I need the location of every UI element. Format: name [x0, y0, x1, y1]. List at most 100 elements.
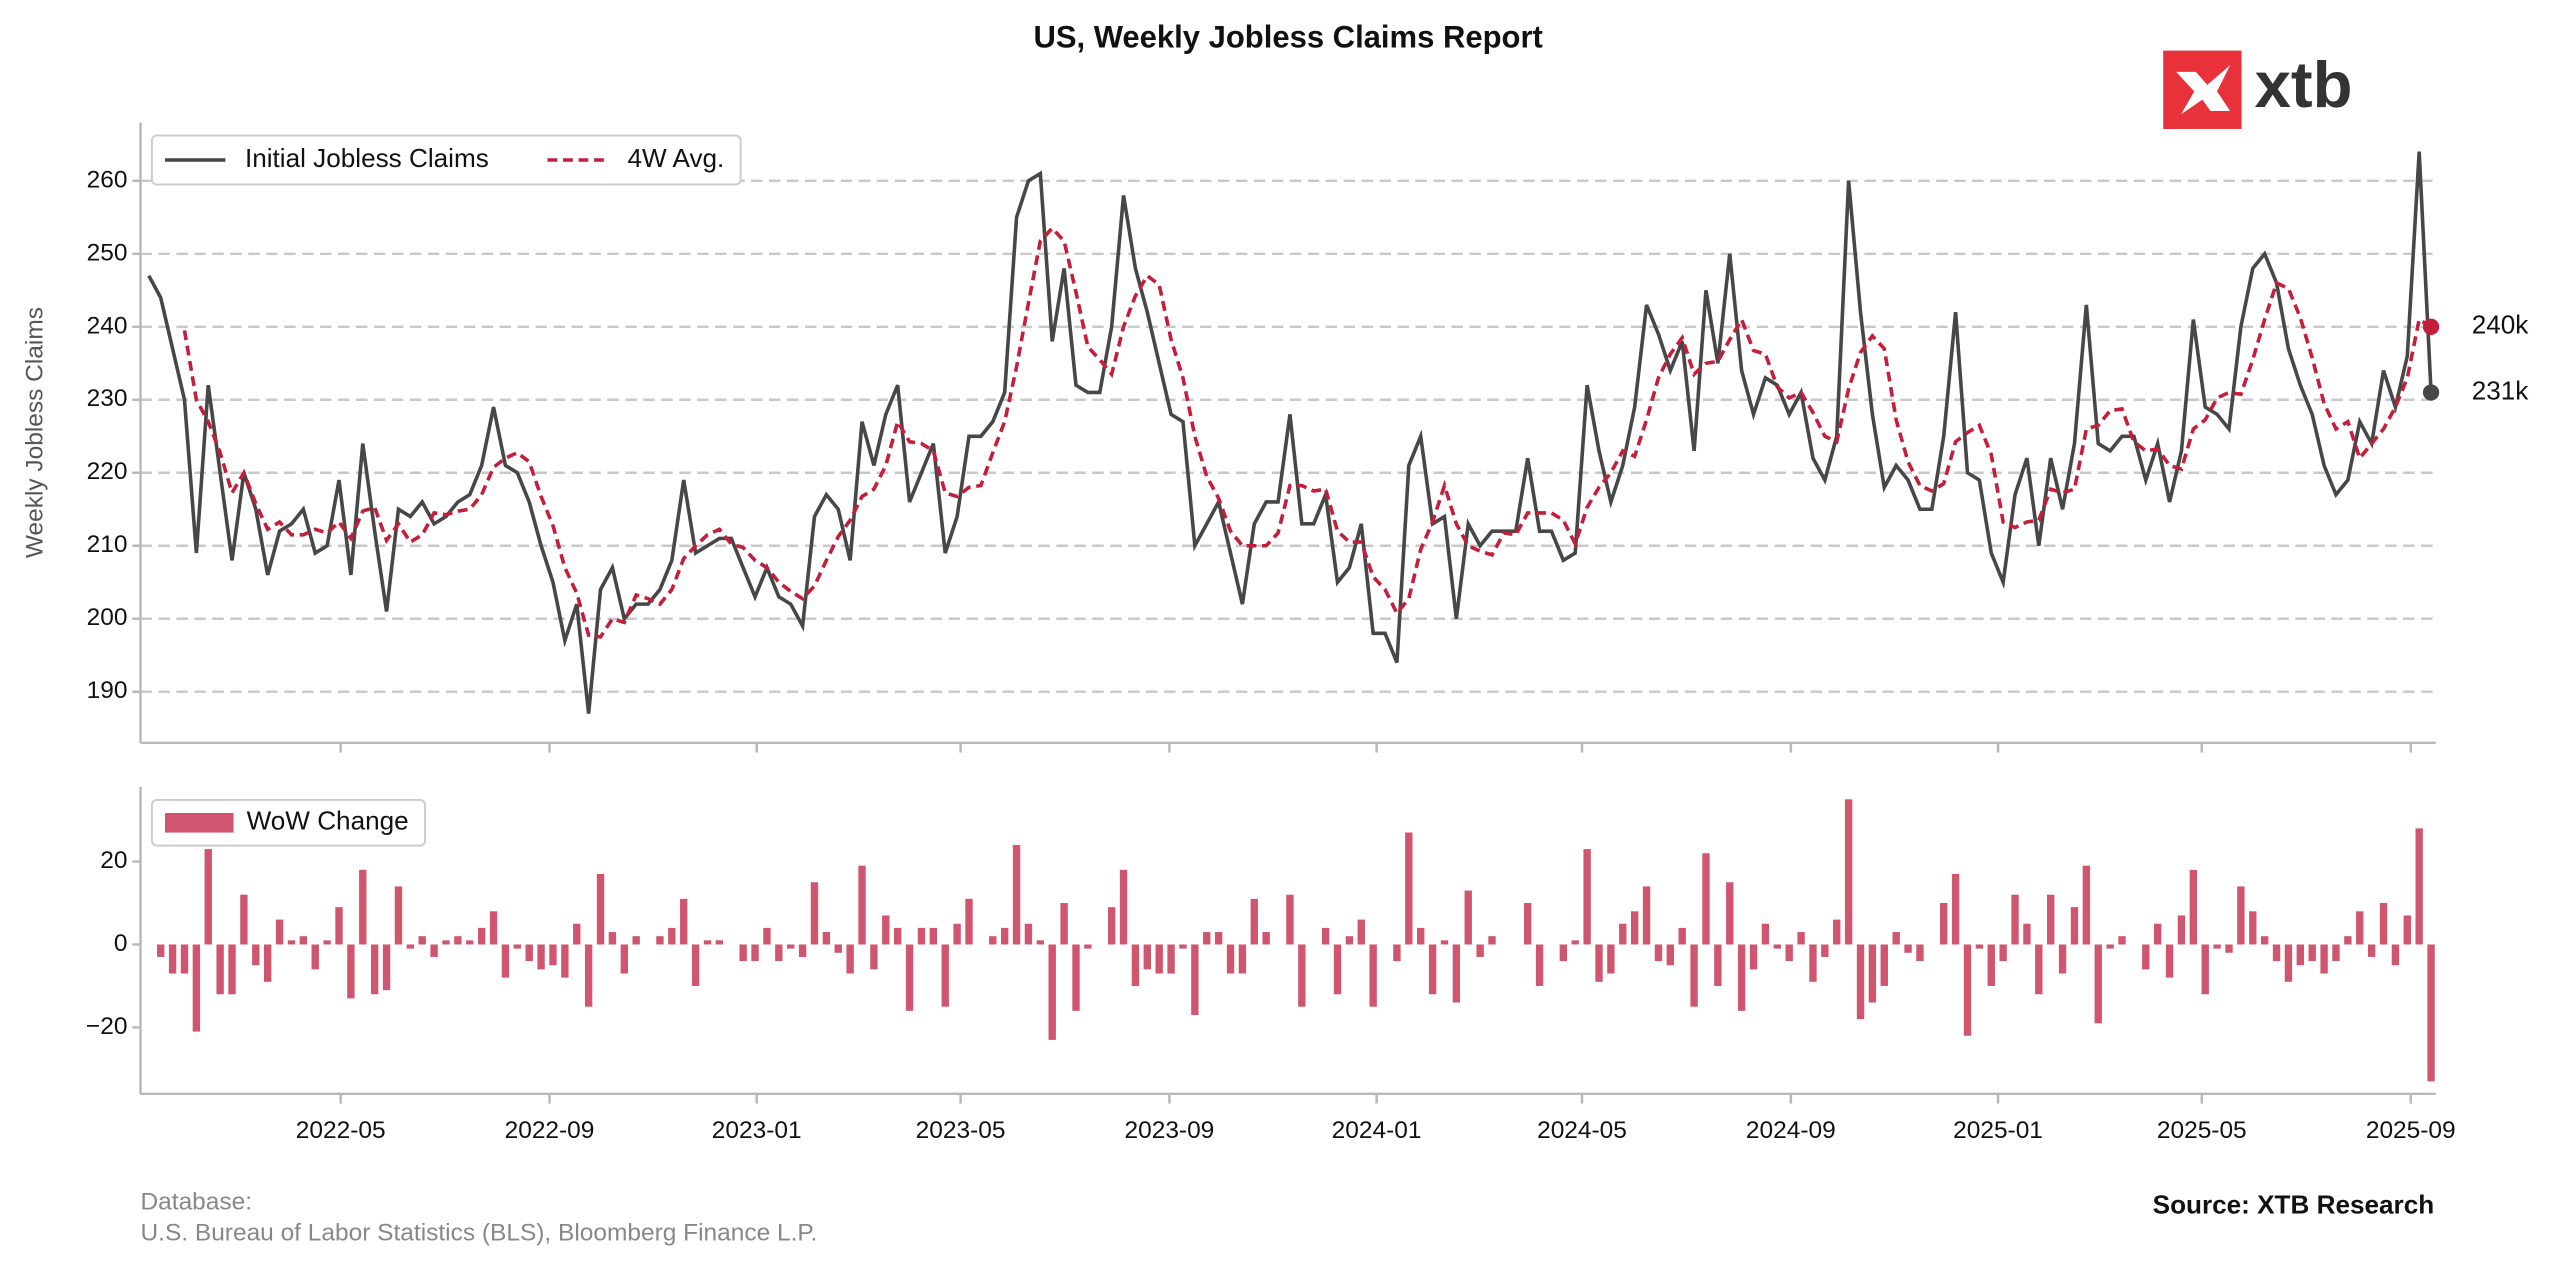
- bar: [846, 944, 854, 974]
- footer-sources: U.S. Bureau of Labor Statistics (BLS), B…: [140, 1220, 817, 1247]
- bar: [513, 944, 521, 949]
- x-tick-label: 2024-05: [1537, 1117, 1627, 1144]
- bar: [1452, 944, 1461, 1003]
- bar: [2260, 936, 2269, 945]
- bar: [905, 944, 914, 1011]
- bar: [2415, 828, 2423, 945]
- bar: [1678, 927, 1686, 945]
- series-line: [147, 151, 2433, 714]
- x-tick-label: 2025-01: [1953, 1117, 2043, 1144]
- bar: [1321, 927, 1330, 945]
- bar: [2070, 907, 2079, 945]
- bar: [2213, 944, 2221, 949]
- bar: [1393, 944, 1401, 962]
- bar: [1963, 944, 1972, 1036]
- x-tick-label: 2023-09: [1125, 1117, 1215, 1144]
- bar: [1654, 944, 1663, 962]
- bar: [989, 936, 997, 945]
- bar: [287, 940, 296, 945]
- bar: [1833, 919, 1841, 945]
- bar: [406, 944, 415, 949]
- bar: [1024, 923, 1033, 945]
- legend-label: 4W Avg.: [628, 143, 725, 173]
- bar: [549, 944, 557, 966]
- chart-title: US, Weekly Jobless Claims Report: [1033, 19, 1542, 54]
- bar: [1000, 927, 1009, 945]
- bar: [1797, 932, 1805, 945]
- bar: [1856, 944, 1865, 1020]
- bar: [1880, 944, 1888, 986]
- y-tick-label: 250: [87, 239, 128, 266]
- bar: [2023, 923, 2031, 945]
- bar: [1476, 944, 1484, 957]
- bar: [2427, 944, 2435, 1082]
- bar: [1072, 944, 1080, 1011]
- bar: [1428, 944, 1437, 995]
- bar: [1262, 932, 1270, 945]
- bar: [2308, 944, 2316, 962]
- legend-box: [150, 134, 742, 186]
- bar: [1131, 944, 1140, 986]
- bar: [1702, 853, 1710, 945]
- bar: [2165, 944, 2174, 978]
- bar: [2047, 894, 2055, 945]
- bar: [2379, 903, 2388, 945]
- y-tick-label: −20: [86, 1013, 128, 1040]
- bar: [2201, 944, 2209, 995]
- bar: [477, 927, 486, 945]
- bar: [204, 849, 212, 945]
- bar: [1286, 894, 1294, 945]
- legend: Initial Jobless Claims 4W Avg.: [150, 134, 742, 186]
- y-tick-label: 20: [100, 847, 127, 874]
- bar: [1143, 944, 1151, 970]
- bar: [2177, 915, 2186, 945]
- y-tick-label: 260: [87, 166, 128, 193]
- bar: [1107, 907, 1116, 945]
- bar: [1369, 944, 1377, 1007]
- bar: [1999, 944, 2007, 962]
- bar: [370, 944, 379, 995]
- bar: [810, 882, 819, 945]
- bar: [1749, 944, 1758, 970]
- bar: [1761, 923, 1770, 945]
- bar: [1904, 944, 1912, 953]
- y-tick-label: 0: [114, 930, 128, 957]
- bar: [1238, 944, 1247, 974]
- bar: [228, 944, 236, 995]
- bar: [751, 944, 759, 962]
- legend: WoW Change: [150, 798, 426, 847]
- bar: [1809, 944, 1817, 982]
- bar: [1571, 940, 1579, 945]
- bar: [882, 915, 890, 945]
- logo-glyph: [2176, 65, 2231, 115]
- bar: [2058, 944, 2067, 974]
- bar: [1690, 944, 1698, 1007]
- bar: [1250, 898, 1258, 945]
- bar: [264, 944, 272, 982]
- bar: [2011, 894, 2019, 945]
- y-tick-label: 200: [87, 604, 128, 631]
- bar: [1987, 944, 1995, 986]
- bar: [1726, 882, 1734, 945]
- bar: [1405, 832, 1413, 945]
- x-tick-label: 2025-05: [2157, 1117, 2247, 1144]
- end-dot: [2422, 384, 2440, 401]
- bar: [252, 944, 260, 966]
- bar: [2106, 944, 2114, 949]
- end-label: 240k: [2472, 310, 2530, 340]
- bar: [1535, 944, 1544, 986]
- bar: [941, 944, 949, 1007]
- bar: [1167, 944, 1175, 974]
- bar: [1975, 944, 1984, 949]
- bar: [335, 907, 343, 945]
- bar: [2344, 936, 2352, 945]
- bar: [775, 944, 783, 962]
- bar: [525, 944, 533, 962]
- bar: [1226, 944, 1235, 974]
- bar: [2249, 911, 2257, 945]
- bar: [347, 944, 355, 999]
- bar: [192, 944, 201, 1032]
- end-dot: [2422, 318, 2440, 335]
- bar: [489, 911, 498, 945]
